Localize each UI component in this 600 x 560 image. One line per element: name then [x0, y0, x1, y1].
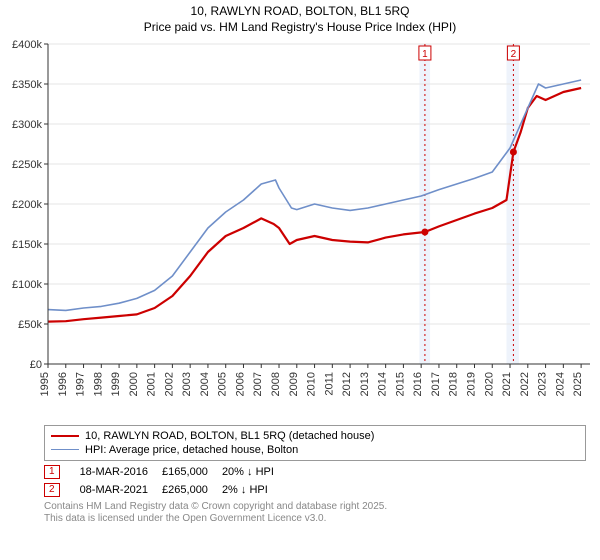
- svg-text:2015: 2015: [394, 372, 406, 396]
- svg-text:1995: 1995: [39, 372, 51, 396]
- svg-text:2025: 2025: [572, 372, 584, 396]
- svg-text:£250k: £250k: [12, 159, 42, 171]
- legend-label: 10, RAWLYN ROAD, BOLTON, BL1 5RQ (detach…: [85, 430, 374, 442]
- svg-text:£100k: £100k: [12, 279, 42, 291]
- footer-line2: This data is licensed under the Open Gov…: [44, 513, 586, 525]
- svg-text:1999: 1999: [110, 372, 122, 396]
- svg-text:2005: 2005: [217, 372, 229, 396]
- svg-text:2011: 2011: [323, 372, 335, 396]
- svg-text:2006: 2006: [234, 372, 246, 396]
- svg-text:£150k: £150k: [12, 239, 42, 251]
- marker-badge: 2: [44, 483, 60, 497]
- svg-text:2012: 2012: [341, 372, 353, 396]
- svg-text:1: 1: [422, 49, 428, 60]
- footer-line1: Contains HM Land Registry data © Crown c…: [44, 501, 586, 513]
- marker-table: 1 18-MAR-2016£165,00020% ↓ HPI 2 08-MAR-202…: [44, 463, 288, 499]
- legend-label: HPI: Average price, detached house, Bolt…: [85, 444, 298, 456]
- marker-delta: 20% ↓ HPI: [222, 463, 288, 481]
- svg-text:2016: 2016: [412, 372, 424, 396]
- svg-text:2017: 2017: [430, 372, 442, 396]
- svg-text:2002: 2002: [163, 372, 175, 396]
- marker-row: 2 08-MAR-2021£265,0002% ↓ HPI: [44, 481, 288, 499]
- svg-text:2000: 2000: [128, 372, 140, 396]
- svg-text:2021: 2021: [501, 372, 513, 396]
- marker-date: 18-MAR-2016: [80, 463, 162, 481]
- svg-text:2001: 2001: [146, 372, 158, 396]
- svg-text:1996: 1996: [57, 372, 69, 396]
- svg-text:£0: £0: [30, 359, 42, 371]
- svg-text:£400k: £400k: [12, 39, 42, 51]
- svg-text:£50k: £50k: [18, 319, 42, 331]
- legend-row: 10, RAWLYN ROAD, BOLTON, BL1 5RQ (detach…: [51, 429, 579, 443]
- marker-row: 1 18-MAR-2016£165,00020% ↓ HPI: [44, 463, 288, 481]
- svg-text:£350k: £350k: [12, 79, 42, 91]
- legend-swatch: [51, 435, 79, 437]
- svg-text:2007: 2007: [252, 372, 264, 396]
- svg-text:2013: 2013: [359, 372, 371, 396]
- footer-attribution: Contains HM Land Registry data © Crown c…: [44, 501, 586, 525]
- svg-text:2004: 2004: [199, 372, 211, 396]
- svg-text:1998: 1998: [92, 372, 104, 396]
- chart-title-line1: 10, RAWLYN ROAD, BOLTON, BL1 5RQ: [0, 0, 600, 20]
- plot-area: 1 2 £0 £50k £100k £150k £200k £250k £300k £350k £4…: [0, 36, 600, 421]
- marker-date: 08-MAR-2021: [80, 481, 162, 499]
- svg-text:2009: 2009: [288, 372, 300, 396]
- svg-text:2014: 2014: [377, 372, 389, 396]
- svg-text:2003: 2003: [181, 372, 193, 396]
- svg-text:£200k: £200k: [12, 199, 42, 211]
- svg-text:2020: 2020: [483, 372, 495, 396]
- marker-price: £265,000: [162, 481, 222, 499]
- marker-delta: 2% ↓ HPI: [222, 481, 288, 499]
- svg-text:2: 2: [511, 49, 517, 60]
- chart-container: 10, RAWLYN ROAD, BOLTON, BL1 5RQ Price p…: [0, 0, 600, 560]
- svg-text:1997: 1997: [75, 372, 87, 396]
- legend-swatch: [51, 449, 79, 450]
- svg-text:£300k: £300k: [12, 119, 42, 131]
- svg-text:2019: 2019: [465, 372, 477, 396]
- marker-badge: 1: [44, 465, 60, 479]
- chart-title-line2: Price paid vs. HM Land Registry's House …: [0, 20, 600, 36]
- svg-text:2010: 2010: [306, 372, 318, 396]
- legend-row: HPI: Average price, detached house, Bolt…: [51, 443, 579, 457]
- svg-text:2022: 2022: [519, 372, 531, 396]
- svg-text:2023: 2023: [537, 372, 549, 396]
- marker-price: £165,000: [162, 463, 222, 481]
- svg-text:2018: 2018: [448, 372, 460, 396]
- svg-text:2024: 2024: [554, 372, 566, 396]
- svg-text:2008: 2008: [270, 372, 282, 396]
- legend: 10, RAWLYN ROAD, BOLTON, BL1 5RQ (detach…: [44, 425, 586, 461]
